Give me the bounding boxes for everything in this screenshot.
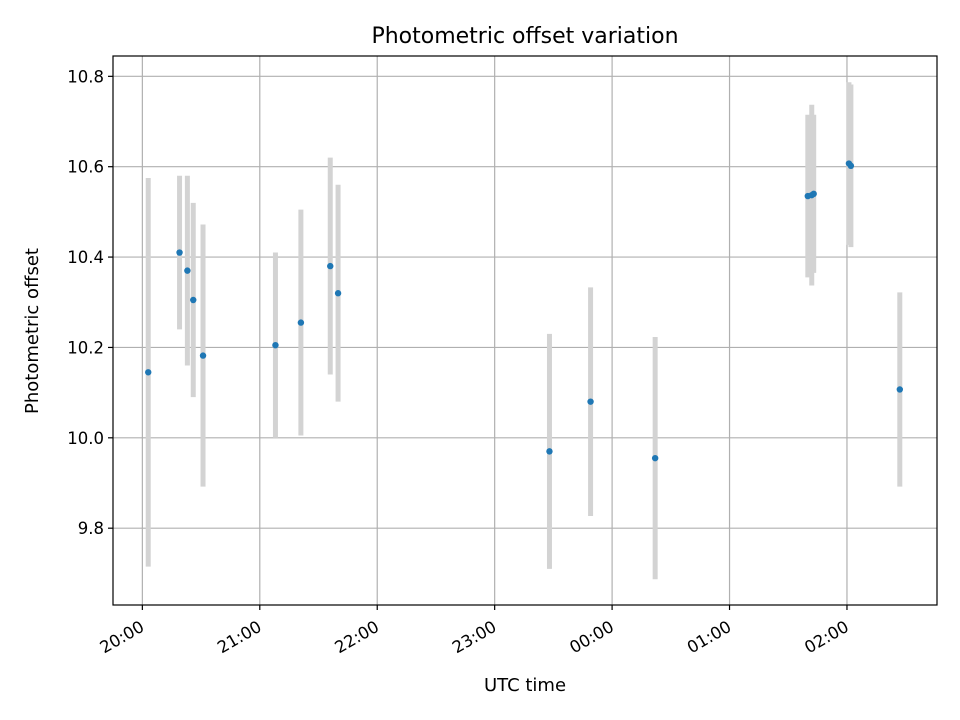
- y-tick-label: 10.0: [67, 429, 104, 448]
- y-axis-ticks: 9.8 10.0 10.2 10.4 10.6 10.8: [67, 67, 113, 538]
- data-point: [847, 162, 855, 169]
- data-point: [896, 386, 904, 393]
- y-tick-label: 9.8: [78, 519, 104, 538]
- data-point: [176, 249, 183, 256]
- y-tick-label: 10.4: [67, 248, 104, 267]
- x-tick-label: 01:00: [684, 617, 735, 657]
- data-point: [587, 398, 594, 405]
- grid: [113, 56, 937, 605]
- data-point: [651, 454, 659, 462]
- data-point: [297, 319, 305, 326]
- data-point: [546, 448, 553, 455]
- data-point: [199, 352, 207, 359]
- x-tick-label: 20:00: [97, 617, 148, 657]
- y-tick-label: 10.2: [67, 338, 104, 357]
- data-point: [184, 267, 191, 274]
- chart-title: Photometric offset variation: [371, 24, 678, 49]
- data-point: [810, 190, 817, 198]
- data-point: [327, 262, 334, 270]
- data-point: [334, 290, 342, 297]
- data-point: [272, 341, 279, 349]
- y-axis-label: Photometric offset: [22, 248, 43, 414]
- x-axis-label: UTC time: [484, 675, 566, 696]
- data-points: [145, 160, 904, 462]
- x-tick-label: 21:00: [214, 617, 265, 657]
- data-point: [190, 296, 197, 304]
- x-tick-label: 23:00: [449, 617, 500, 657]
- y-tick-label: 10.6: [67, 158, 104, 177]
- error-bars: [145, 82, 903, 580]
- x-tick-label: 22:00: [332, 617, 383, 657]
- x-tick-label: 00:00: [566, 617, 617, 657]
- plot-frame: [112, 55, 938, 606]
- y-tick-label: 10.8: [67, 67, 104, 86]
- x-tick-label: 02:00: [801, 617, 852, 657]
- x-axis-ticks: 20:00 21:00 22:00 23:00 00:00 01:00 02:00: [97, 605, 852, 657]
- data-point: [145, 369, 152, 376]
